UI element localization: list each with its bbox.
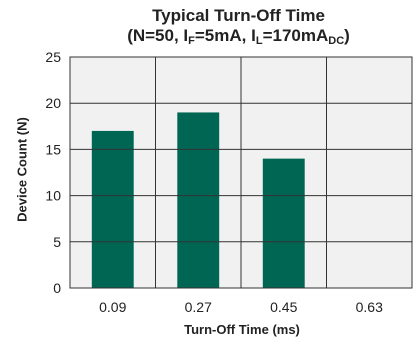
x-tick-label: 0.27 — [185, 299, 212, 315]
x-axis-label: Turn-Off Time (ms) — [184, 322, 300, 337]
y-tick-label: 10 — [45, 188, 61, 204]
title-mid2: =170mA — [262, 26, 329, 45]
y-tick-label: 25 — [45, 49, 61, 65]
title-sub-l: L — [255, 35, 263, 47]
x-tick-label: 0.45 — [270, 299, 297, 315]
plot-border — [69, 56, 413, 289]
y-tick-label: 20 — [45, 95, 61, 111]
title-sub-f: F — [188, 35, 195, 47]
title-sub-dc: DC — [328, 35, 345, 47]
y-tick-label: 0 — [53, 280, 61, 296]
x-tick-label: 0.09 — [99, 299, 126, 315]
x-tick-label: 0.63 — [356, 299, 383, 315]
bar-0.09 — [91, 130, 134, 288]
y-tick-label: 15 — [45, 141, 61, 157]
bar-0.45 — [262, 158, 305, 288]
chart-title-line2: (N=50, IF=5mA, IL=170mADC) — [60, 26, 417, 47]
bar-0.27 — [177, 112, 220, 288]
chart-title-line1: Typical Turn-Off Time — [152, 6, 325, 25]
y-tick-label: 5 — [53, 234, 61, 250]
title-suffix: ) — [344, 26, 350, 45]
title-mid1: =5mA, I — [194, 26, 256, 45]
title-prefix: (N=50, I — [127, 26, 189, 45]
